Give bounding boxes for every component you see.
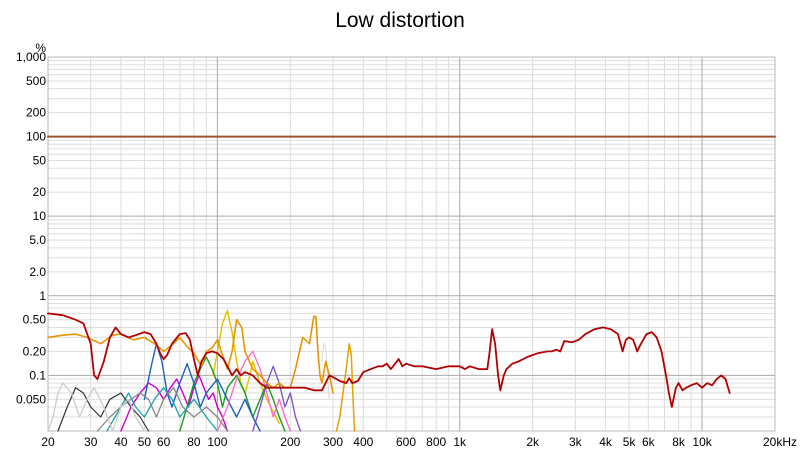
series-layer bbox=[47, 135, 776, 432]
x-tick-label: 60 bbox=[157, 435, 171, 449]
x-tick-label: 1k bbox=[453, 435, 467, 449]
x-tick-label: 50 bbox=[138, 435, 152, 449]
series-line-5 bbox=[335, 342, 356, 432]
series-line-8 bbox=[143, 343, 261, 432]
y-tick-label: 0.50 bbox=[23, 313, 47, 327]
y-tick-label: 500 bbox=[26, 74, 46, 88]
x-tick-label: 40 bbox=[114, 435, 128, 449]
x-tick-label: 400 bbox=[353, 435, 373, 449]
x-tick-label: 300 bbox=[323, 435, 343, 449]
y-tick-label: 50 bbox=[33, 154, 47, 168]
x-axis-tick-labels: 20 30 40 50 60 80 100 200 300 400 600 800 1k 2k 3k 4k 5k… bbox=[41, 435, 797, 449]
chart-title: Low distortion bbox=[335, 9, 465, 32]
x-tick-label: 6k bbox=[642, 435, 656, 449]
y-tick-label: 0.20 bbox=[23, 344, 47, 358]
x-tick-label: 20 bbox=[41, 435, 55, 449]
y-tick-label: 0.1 bbox=[29, 368, 46, 382]
x-tick-label: 30 bbox=[84, 435, 98, 449]
series-line-3 bbox=[47, 315, 334, 394]
x-tick-label: 600 bbox=[396, 435, 416, 449]
y-tick-label: 200 bbox=[26, 106, 46, 120]
y-tick-label: 0.050 bbox=[16, 392, 46, 406]
y-axis-tick-labels: 1,000 500 200 100 50 20 10 5.0 2.0 1 0.50 0.20 0.1 0.… bbox=[16, 50, 46, 406]
y-tick-label: 1,000 bbox=[16, 50, 46, 64]
series-line-9 bbox=[106, 387, 219, 432]
x-tick-label: 3k bbox=[569, 435, 583, 449]
x-tick-label: 8k bbox=[672, 435, 686, 449]
x-tick-label: 5k bbox=[623, 435, 637, 449]
y-tick-label: 5.0 bbox=[29, 233, 46, 247]
y-tick-label: 2.0 bbox=[29, 265, 46, 279]
y-tick-label: 100 bbox=[26, 130, 46, 144]
x-tick-label: 2k bbox=[526, 435, 540, 449]
x-tick-label: 20kHz bbox=[763, 435, 797, 449]
series-line-10 bbox=[96, 387, 229, 432]
x-tick-label: 10k bbox=[692, 435, 712, 449]
x-tick-label: 80 bbox=[187, 435, 201, 449]
x-tick-label: 4k bbox=[599, 435, 613, 449]
series-line-14 bbox=[47, 382, 146, 432]
x-tick-label: 200 bbox=[280, 435, 300, 449]
series-line-13 bbox=[57, 387, 150, 432]
y-tick-label: 10 bbox=[33, 209, 47, 223]
series-line-11 bbox=[216, 350, 291, 432]
y-tick-label: 20 bbox=[33, 185, 47, 199]
series-line-2 bbox=[47, 312, 731, 408]
y-axis-unit-label: % bbox=[35, 41, 46, 55]
plot-frame bbox=[47, 56, 776, 432]
x-tick-label: 100 bbox=[207, 435, 227, 449]
y-tick-label: 1 bbox=[39, 289, 46, 303]
x-tick-label: 800 bbox=[426, 435, 446, 449]
series-line-15 bbox=[321, 343, 331, 400]
